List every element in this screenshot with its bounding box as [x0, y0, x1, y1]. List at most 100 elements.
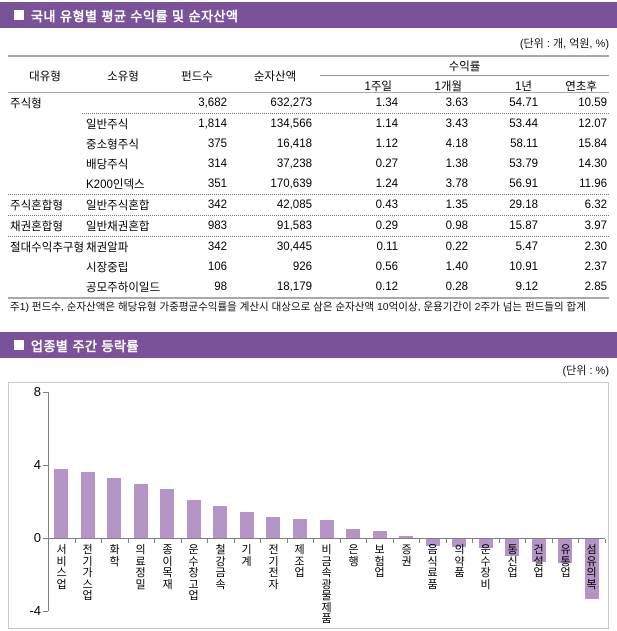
table-row: 주식혼합형 일반주식혼합 342 42,085 0.43 1.35 29.18 6.32	[8, 195, 609, 215]
bar-label-전기전자: 전기전자	[268, 544, 279, 591]
cell-ytd: 10.59	[578, 97, 607, 109]
bar-운수장비	[479, 539, 493, 548]
y-axis-tick	[43, 538, 48, 539]
x-axis-tick	[578, 539, 579, 543]
header-major-type: 대유형	[29, 71, 61, 83]
bar-label-운수창고업: 운수창고업	[188, 544, 199, 602]
cell-1year: 58.11	[510, 138, 538, 150]
cell-1week: 0.11	[376, 241, 398, 253]
cell-net-assets: 42,085	[276, 199, 312, 211]
x-axis-tick	[75, 539, 76, 543]
table-footnote: 주1) 펀드수, 순자산액은 해당유형 가중평균수익률을 계산시 대상으로 삼은…	[10, 301, 586, 313]
x-axis	[48, 538, 605, 539]
cell-1week: 0.12	[375, 281, 398, 293]
cell-ytd: 11.96	[579, 178, 607, 190]
cell-net-assets: 134,566	[270, 118, 312, 130]
cell-1month: 1.35	[445, 199, 468, 211]
cell-net-assets: 170,639	[270, 178, 312, 190]
cell-net-assets: 91,583	[276, 220, 312, 232]
cell-fund-count: 375	[207, 138, 227, 150]
fund-returns-table: 대유형 소유형 펀드수 순자산액 수익률 1주일 1개월 1년 연초후 주식형 3…	[8, 55, 609, 299]
cell-ytd: 12.07	[578, 118, 607, 130]
x-axis-tick	[287, 539, 288, 543]
cell-fund-count: 106	[207, 261, 227, 273]
x-axis-tick	[154, 539, 155, 543]
bar-서비스업	[54, 469, 68, 538]
bar-label-건설업: 건설업	[533, 544, 544, 579]
y-axis-tick	[43, 465, 48, 466]
cell-1week: 0.29	[375, 220, 398, 232]
bar-label-의약품: 의약품	[454, 544, 465, 579]
cell-1week: 0.27	[375, 158, 398, 170]
cell-1year: 5.47	[515, 241, 538, 253]
x-axis-tick	[446, 539, 447, 543]
cell-1year: 29.18	[509, 199, 538, 211]
cell-minor: 시장중립	[86, 262, 129, 274]
bar-철강금속	[213, 506, 227, 538]
bar-의료정밀	[134, 484, 148, 538]
bar-은행	[346, 529, 360, 538]
bar-건설업	[532, 539, 546, 562]
bar-섬유의복	[585, 539, 599, 599]
cell-fund-count: 342	[207, 241, 227, 253]
table-row: 배당주식 314 37,238 0.27 1.38 53.79 14.30	[8, 154, 609, 174]
cell-1week: 1.12	[375, 138, 398, 150]
x-axis-tick	[48, 539, 49, 543]
cell-net-assets: 632,273	[270, 97, 312, 109]
cell-minor: K200인덱스	[86, 179, 145, 191]
cell-net-assets: 30,445	[276, 241, 312, 253]
section1-title-bar: 국내 유형별 평균 수익률 및 순자산액	[0, 2, 617, 28]
y-axis	[48, 392, 49, 611]
cell-1month: 0.28	[445, 281, 468, 293]
cell-ytd: 6.32	[584, 199, 607, 211]
bar-유통업	[558, 539, 572, 563]
bar-통신업	[505, 539, 519, 556]
bullet-square-icon	[14, 340, 24, 350]
y-axis-tick-label: 8	[33, 384, 41, 399]
header-net-assets: 순자산액	[253, 71, 297, 83]
header-1week: 1주일	[364, 80, 392, 93]
bar-label-서비스업: 서비스업	[56, 544, 67, 591]
cell-1month: 3.63	[445, 97, 468, 109]
bullet-square-icon	[14, 10, 24, 20]
bar-label-증권: 증권	[401, 544, 412, 568]
cell-major: 주식형	[10, 98, 42, 110]
y-axis-tick	[43, 611, 48, 612]
bar-label-섬유의복: 섬유의복	[586, 544, 597, 591]
bar-기계	[240, 512, 254, 538]
cell-major: 채권혼합형	[10, 221, 63, 233]
cell-1year: 10.91	[509, 261, 538, 273]
bar-보험업	[373, 531, 387, 538]
row-separator	[8, 236, 609, 237]
x-axis-tick	[419, 539, 420, 543]
x-axis-tick	[472, 539, 473, 543]
cell-1year: 54.71	[509, 97, 538, 109]
row-separator	[8, 297, 609, 299]
cell-1month: 1.40	[445, 261, 468, 273]
cell-1year: 53.79	[509, 158, 538, 170]
bar-label-음식료품: 음식료품	[427, 544, 438, 591]
x-axis-tick	[393, 539, 394, 543]
row-separator	[82, 113, 609, 114]
bar-label-비금속광물제품: 비금속광물제품	[321, 544, 332, 625]
x-axis-tick	[181, 539, 182, 543]
bar-증권	[399, 536, 413, 538]
table-header: 대유형 소유형 펀드수 순자산액 수익률 1주일 1개월 1년 연초후	[8, 55, 609, 93]
cell-1month: 1.38	[445, 158, 468, 170]
cell-ytd: 3.97	[584, 220, 607, 232]
bar-비금속광물제품	[320, 520, 334, 538]
section2-unit-label: (단위 : %)	[562, 365, 609, 377]
table-row: 시장중립 106 926 0.56 1.40 10.91 2.37	[8, 257, 609, 277]
cell-major: 주식혼합형	[10, 200, 63, 212]
header-ytd: 연초후	[565, 80, 597, 93]
cell-1month: 3.78	[445, 178, 468, 190]
section1-unit-label: (단위 : 개, 억원, %)	[519, 38, 609, 50]
table-row: 중소형주식 375 16,418 1.12 4.18 58.11 15.84	[8, 134, 609, 154]
section2-title-bar: 업종별 주간 등락률	[0, 332, 617, 358]
bar-label-전기가스업: 전기가스업	[82, 544, 93, 602]
cell-fund-count: 342	[207, 199, 227, 211]
cell-1month: 3.43	[445, 118, 468, 130]
bar-제조업	[293, 519, 307, 538]
bar-의약품	[452, 539, 466, 547]
